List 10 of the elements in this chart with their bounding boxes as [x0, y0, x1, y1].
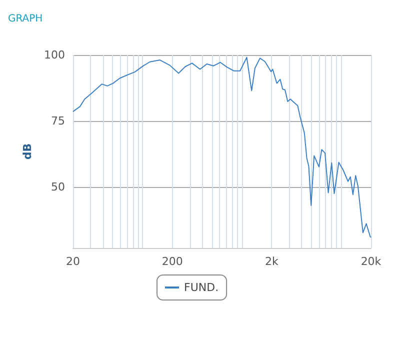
x-tick-label: 200: [162, 255, 183, 268]
legend-label: FUND.: [184, 281, 219, 294]
x-tick-label: 20k: [360, 255, 382, 268]
x-tick-label: 20: [66, 255, 80, 268]
chart-title: GRAPH: [8, 14, 43, 24]
y-tick-label: 50: [51, 180, 65, 194]
y-axis-title: dB: [21, 143, 34, 160]
x-tick-label: 2k: [264, 255, 279, 268]
y-tick-label: 75: [51, 114, 65, 128]
y-tick-label: 100: [44, 48, 65, 62]
